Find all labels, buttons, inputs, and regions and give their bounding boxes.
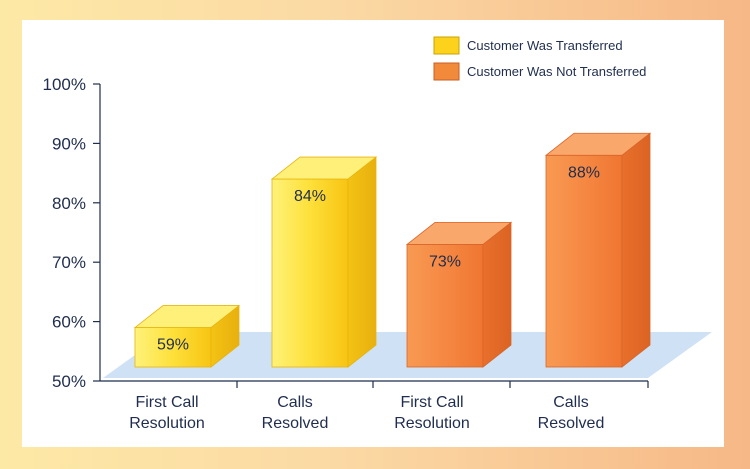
x-category-label: Calls Resolved <box>262 394 329 432</box>
bar-side <box>347 156 377 368</box>
legend-label: Customer Was Transferred <box>467 38 623 53</box>
bar-top <box>544 132 652 156</box>
bar-value-label: 88% <box>568 164 600 181</box>
legend-swatch <box>433 62 460 81</box>
y-tick-label: 70% <box>52 253 86 272</box>
bar: 84% <box>270 156 378 368</box>
legend-swatch <box>433 36 460 55</box>
x-category-label: First Call Resolution <box>129 394 205 432</box>
bar-side <box>621 132 651 368</box>
bar: 73% <box>405 221 513 368</box>
bar-value-label: 59% <box>157 337 189 354</box>
bar-value-label: 73% <box>429 253 461 270</box>
bar: 88% <box>544 132 652 368</box>
x-category-label: Calls Resolved <box>538 394 605 432</box>
x-category-label: First Call Resolution <box>394 394 470 432</box>
bar-top <box>270 156 378 180</box>
y-tick-label: 90% <box>52 134 86 153</box>
y-tick-label: 80% <box>52 194 86 213</box>
bar-top <box>133 305 241 328</box>
bar-top <box>405 221 513 245</box>
bar-front <box>271 178 349 368</box>
bar: 59% <box>133 304 241 368</box>
legend-label: Customer Was Not Transferred <box>467 64 646 79</box>
y-tick-label: 60% <box>52 313 86 332</box>
bar-front <box>545 154 623 368</box>
y-tick-label: 50% <box>52 372 86 391</box>
bar-value-label: 84% <box>294 188 326 205</box>
y-tick-label: 100% <box>43 75 86 94</box>
bar-front <box>134 327 212 368</box>
bar-side <box>482 221 512 368</box>
